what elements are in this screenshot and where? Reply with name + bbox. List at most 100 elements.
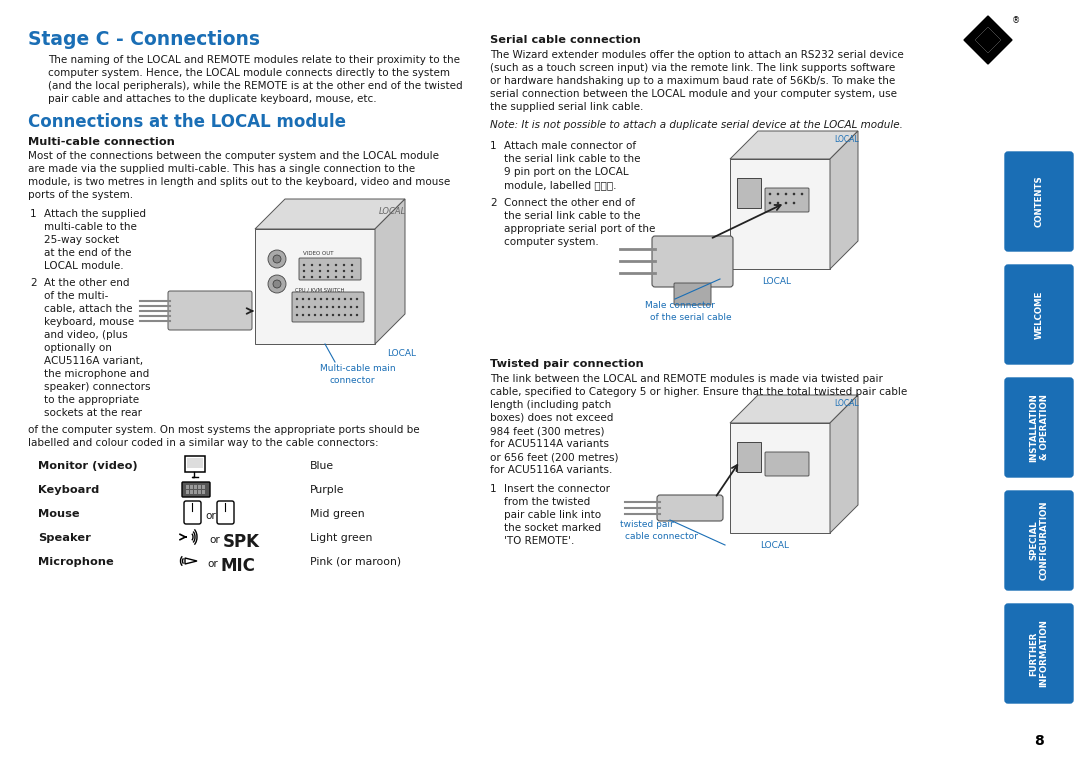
Text: Insert the connector: Insert the connector (504, 484, 610, 494)
FancyBboxPatch shape (198, 490, 201, 494)
Circle shape (319, 275, 321, 278)
FancyBboxPatch shape (202, 490, 205, 494)
Circle shape (335, 264, 337, 266)
FancyBboxPatch shape (1005, 152, 1074, 251)
Circle shape (301, 298, 305, 300)
Text: twisted pair: twisted pair (620, 520, 674, 529)
Text: Speaker: Speaker (38, 533, 91, 543)
FancyBboxPatch shape (184, 501, 201, 524)
Polygon shape (255, 229, 375, 344)
Text: cable, specified to Category 5 or higher. Ensure that the total twisted pair cab: cable, specified to Category 5 or higher… (490, 387, 907, 397)
Text: ®: ® (1012, 16, 1021, 25)
Bar (187, 458, 203, 468)
Circle shape (319, 264, 321, 266)
Text: Keyboard: Keyboard (38, 485, 99, 495)
Circle shape (301, 314, 305, 316)
Text: 'TO REMOTE'.: 'TO REMOTE'. (504, 536, 575, 546)
FancyBboxPatch shape (198, 485, 201, 488)
Circle shape (314, 314, 316, 316)
FancyBboxPatch shape (292, 292, 364, 322)
FancyBboxPatch shape (1005, 604, 1074, 703)
Text: multi-cable to the: multi-cable to the (44, 222, 137, 232)
Circle shape (311, 270, 313, 272)
Text: LOCAL: LOCAL (834, 135, 859, 144)
Circle shape (296, 306, 298, 308)
Circle shape (785, 193, 787, 195)
Circle shape (338, 298, 340, 300)
FancyBboxPatch shape (183, 482, 210, 497)
Text: cable connector: cable connector (625, 532, 698, 541)
Circle shape (343, 314, 347, 316)
Text: CPU / KVM SWITCH: CPU / KVM SWITCH (295, 287, 345, 292)
Text: WELCOME: WELCOME (1035, 290, 1043, 339)
Text: CONTENTS: CONTENTS (1035, 175, 1043, 227)
Circle shape (268, 250, 286, 268)
FancyBboxPatch shape (765, 188, 809, 212)
Circle shape (355, 298, 359, 300)
Text: serial connection between the LOCAL module and your computer system, use: serial connection between the LOCAL modu… (490, 89, 897, 99)
FancyBboxPatch shape (674, 283, 711, 305)
Text: Note: It is not possible to attach a duplicate serial device at the LOCAL module: Note: It is not possible to attach a dup… (490, 120, 903, 130)
Text: Microphone: Microphone (38, 557, 113, 567)
Circle shape (311, 264, 313, 266)
Text: LOCAL: LOCAL (762, 277, 791, 286)
FancyBboxPatch shape (185, 456, 205, 472)
Text: or 656 feet (200 metres): or 656 feet (200 metres) (490, 452, 619, 462)
Text: Mouse: Mouse (38, 509, 80, 519)
Polygon shape (976, 40, 1000, 52)
Text: SPK: SPK (222, 533, 260, 551)
Circle shape (351, 275, 353, 278)
FancyBboxPatch shape (765, 452, 809, 476)
FancyBboxPatch shape (168, 291, 252, 330)
Text: LOCAL module.: LOCAL module. (44, 261, 123, 271)
Circle shape (314, 298, 316, 300)
Text: from the twisted: from the twisted (504, 497, 591, 507)
Circle shape (326, 306, 328, 308)
FancyBboxPatch shape (190, 490, 193, 494)
Text: the serial link cable to the: the serial link cable to the (504, 211, 640, 221)
Polygon shape (976, 28, 1000, 40)
Text: 984 feet (300 metres): 984 feet (300 metres) (490, 426, 605, 436)
Polygon shape (730, 159, 831, 269)
Circle shape (777, 201, 780, 204)
Text: LOCAL: LOCAL (387, 349, 416, 358)
Polygon shape (964, 16, 1012, 64)
Text: of the computer system. On most systems the appropriate ports should be: of the computer system. On most systems … (28, 425, 420, 435)
Text: sockets at the rear: sockets at the rear (44, 408, 141, 418)
FancyBboxPatch shape (652, 236, 733, 287)
Text: for ACU5114A variants: for ACU5114A variants (490, 439, 609, 449)
Text: of the multi-: of the multi- (44, 291, 108, 301)
FancyBboxPatch shape (1005, 265, 1074, 364)
Text: computer system. Hence, the LOCAL module connects directly to the system: computer system. Hence, the LOCAL module… (48, 68, 450, 78)
Text: INSTALLATION
& OPERATION: INSTALLATION & OPERATION (1029, 393, 1049, 462)
Text: at the end of the: at the end of the (44, 248, 132, 258)
Circle shape (335, 275, 337, 278)
FancyBboxPatch shape (186, 490, 189, 494)
Polygon shape (831, 131, 858, 269)
Circle shape (342, 275, 346, 278)
Text: module, labelled ⎺⎺⎺.: module, labelled ⎺⎺⎺. (504, 180, 617, 190)
Circle shape (320, 314, 322, 316)
FancyBboxPatch shape (299, 258, 361, 280)
FancyBboxPatch shape (737, 178, 761, 208)
Circle shape (326, 314, 328, 316)
Text: LOCAL: LOCAL (379, 207, 406, 216)
Circle shape (793, 201, 795, 204)
FancyBboxPatch shape (737, 442, 761, 472)
Text: the socket marked: the socket marked (504, 523, 602, 533)
Text: cable, attach the: cable, attach the (44, 304, 133, 314)
Text: pair cable and attaches to the duplicate keyboard, mouse, etc.: pair cable and attaches to the duplicate… (48, 94, 377, 104)
Circle shape (769, 193, 771, 195)
Circle shape (350, 298, 352, 300)
Text: or: or (210, 535, 219, 545)
Text: Male connector: Male connector (645, 301, 715, 310)
Text: connector: connector (330, 376, 376, 385)
Text: At the other end: At the other end (44, 278, 130, 288)
Text: Pink (or maroon): Pink (or maroon) (310, 557, 401, 567)
Text: Purple: Purple (310, 485, 345, 495)
Circle shape (777, 193, 780, 195)
Text: MIC: MIC (221, 557, 256, 575)
Text: LOCAL: LOCAL (834, 399, 859, 408)
Circle shape (273, 255, 281, 263)
Text: and video, (plus: and video, (plus (44, 330, 127, 340)
